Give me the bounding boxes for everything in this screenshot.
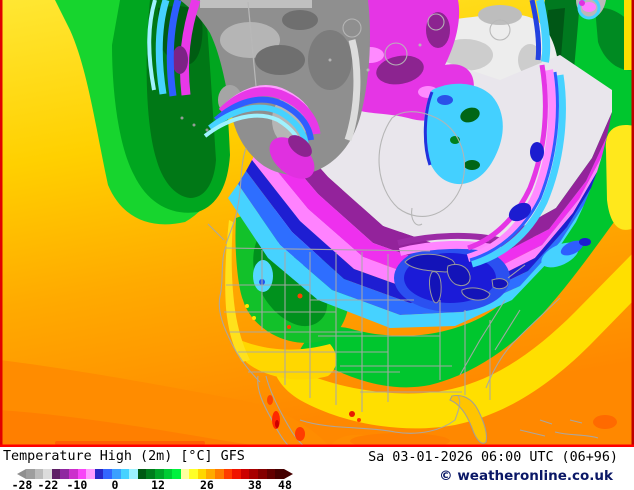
colorbar-cells: [26, 469, 284, 479]
colorbar-cell: [163, 469, 173, 479]
temperature-map: [0, 0, 634, 447]
colorbar-cell: [51, 469, 61, 479]
colorbar-cell: [258, 469, 267, 479]
colorbar-cell: [215, 469, 224, 479]
colorbar-cell: [94, 469, 104, 479]
copyright: © weatheronline.co.uk: [439, 468, 613, 484]
colorbar-cell: [34, 469, 44, 479]
colorbar-cell: [43, 469, 52, 479]
hudson-bay: [423, 83, 503, 185]
colorbar-cell: [180, 469, 190, 479]
colorbar-cell: [26, 469, 35, 479]
colorbar-tick-label: 0: [111, 478, 119, 490]
colorbar-cell: [86, 469, 95, 479]
colorbar-tick-labels: -28 -22 -10 0 12 26 38 48: [12, 478, 293, 490]
colorbar-tick-label: -28: [11, 478, 33, 490]
colorbar-cell: [111, 469, 121, 479]
temperature-map-svg: [0, 0, 634, 447]
colorbar-cell: [189, 469, 198, 479]
valid-time: Sa 03-01-2026 06:00 UTC (06+96): [368, 450, 618, 465]
colorbar-tick-label: 48: [278, 478, 292, 490]
colorbar-cell: [146, 469, 155, 479]
colorbar-cell: [275, 469, 284, 479]
colorbar-tick-label: 38: [247, 478, 262, 490]
map-title: Temperature High (2m) [°C] GFS: [3, 449, 245, 464]
labrador-bands: [466, 0, 591, 268]
colorbar-tick-label: 12: [151, 478, 165, 490]
colorbar-cell: [172, 469, 181, 479]
colorbar-cell: [240, 469, 250, 479]
colorbar-cell: [103, 469, 112, 479]
colorbar-cell: [197, 469, 207, 479]
greenland-tip: [576, 0, 606, 20]
colorbar-cell: [129, 469, 138, 479]
coastlines: [180, 13, 599, 447]
colorbar-tick-label: -22: [37, 478, 59, 490]
map-border: [0, 0, 634, 447]
colorbar-cell: [120, 469, 130, 479]
colorbar-cell: [154, 469, 164, 479]
colorbar-cell: [60, 469, 69, 479]
colorbar-cell: [206, 469, 216, 479]
colorbar-right-arrow: [284, 469, 293, 479]
colorbar-left-arrow: [17, 469, 26, 479]
colorbar-cell: [223, 469, 233, 479]
colorbar-cell: [249, 469, 259, 479]
colorbar-cell: [232, 469, 241, 479]
colorbar-tick-label: -10: [66, 478, 88, 490]
colorbar-cell: [77, 469, 87, 479]
colorbar-tick-label: 26: [199, 478, 214, 490]
colorbar-cell: [68, 469, 78, 479]
colorbar-cell: [137, 469, 147, 479]
hot-spots: [267, 395, 361, 441]
colorbar-cell: [266, 469, 276, 479]
temperature-colorbar: -28 -22 -10 0 12 26 38 48: [12, 469, 293, 490]
alaska-gray: [147, 0, 370, 179]
map-footer: Temperature High (2m) [°C] GFS Sa 03-01-…: [0, 447, 634, 490]
